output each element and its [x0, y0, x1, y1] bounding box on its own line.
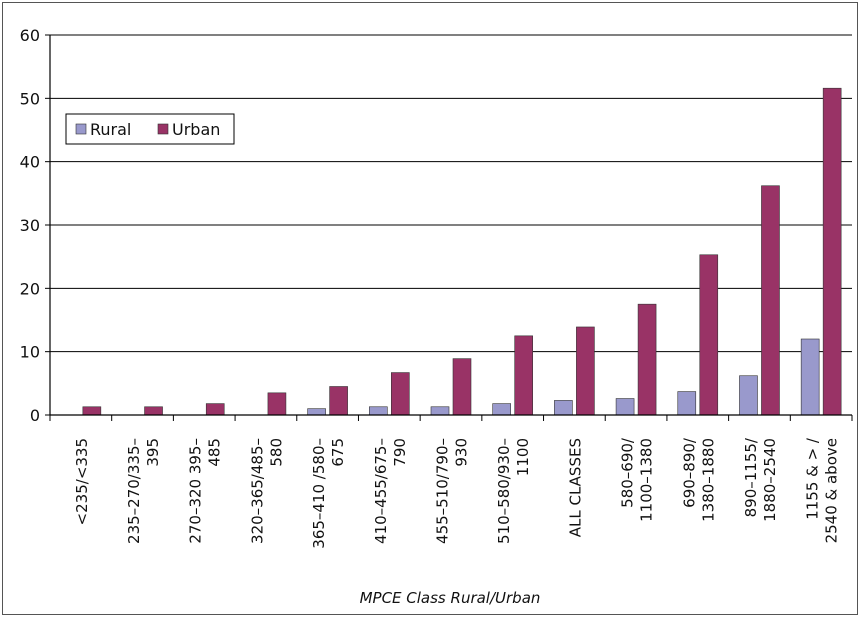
x-tick-label: 580–690/ — [619, 437, 637, 508]
bar-urban — [329, 386, 348, 416]
x-tick-label: 320–365/485– — [248, 438, 266, 544]
x-tick-label: 1380–1880 — [699, 438, 717, 522]
x-tick-label: 455–510/790– — [434, 438, 452, 544]
bar-urban — [205, 403, 225, 416]
legend-box — [65, 113, 235, 145]
bar-urban — [267, 392, 287, 416]
bar-rural — [677, 391, 697, 416]
legend-label-urban: Urban — [172, 120, 220, 139]
x-tick-label: <235/<335 — [73, 438, 91, 525]
legend-swatch-rural — [75, 123, 87, 135]
x-tick-label: 930 — [453, 438, 471, 467]
x-tick-label: 1880–2540 — [761, 438, 779, 522]
y-tick-label: 50 — [20, 89, 40, 108]
x-tick-labels: <235/<335 235–270/335– 395 270–320 395– 485 3… — [73, 437, 841, 549]
x-tick-label: 395 — [144, 438, 162, 467]
y-tick-label: 0 — [30, 406, 40, 425]
x-tick-label: ALL CLASSES — [566, 438, 584, 537]
x-tick-label: 365–410 /580– — [310, 438, 328, 549]
x-tick-label: 270–320 395– — [187, 438, 205, 544]
bar-rural — [430, 406, 450, 416]
y-tick-label: 40 — [20, 153, 40, 172]
y-tick-label: 60 — [20, 26, 40, 45]
bar-urban — [822, 87, 842, 416]
bar-rural — [492, 403, 511, 416]
bar-urban — [452, 358, 472, 416]
y-tick-label: 10 — [20, 343, 40, 362]
x-tick-label: 510–580/930– — [495, 438, 513, 544]
x-tick-label: 690–890/ — [680, 437, 698, 508]
x-tick-label: 235–270/335– — [125, 438, 143, 544]
legend: Rural Urban — [65, 113, 235, 145]
x-tick-label: 410–455/675– — [372, 438, 390, 544]
x-tick-label: 675 — [329, 438, 347, 467]
x-tick-label: 790 — [391, 438, 409, 467]
bar-rural — [800, 338, 820, 416]
bar-urban — [576, 326, 595, 416]
bar-rural — [615, 398, 635, 416]
bar-rural — [369, 406, 388, 416]
legend-swatch-urban — [157, 123, 169, 135]
axes — [49, 35, 853, 421]
bar-urban — [637, 303, 657, 416]
bar-urban — [82, 406, 102, 416]
bar-urban — [699, 254, 719, 416]
x-tick-label: 1100–1380 — [638, 438, 656, 522]
legend-label-rural: Rural — [90, 120, 131, 139]
bar-urban — [144, 406, 163, 416]
bars — [82, 87, 842, 416]
x-tick-label: 2540 & above — [823, 438, 841, 543]
bar-rural — [307, 408, 326, 416]
bar-urban — [391, 372, 410, 416]
x-tick-label: 580 — [267, 438, 285, 467]
y-tick-label: 30 — [20, 216, 40, 235]
bar-urban — [761, 185, 780, 416]
y-tick-labels: 0 10 20 30 40 50 60 — [20, 26, 40, 425]
x-tick-label: 1155 & > / — [804, 437, 822, 520]
y-tick-label: 20 — [20, 279, 40, 298]
x-tick-label: 890–1155/ — [742, 437, 760, 517]
bar-rural — [554, 400, 573, 416]
bar-urban — [514, 335, 533, 416]
gridlines — [45, 34, 852, 416]
bar-rural — [739, 375, 758, 416]
x-axis-label: MPCE Class Rural/Urban — [360, 589, 541, 607]
x-tick-label: 1100 — [514, 438, 532, 476]
x-tick-label: 485 — [206, 438, 224, 467]
